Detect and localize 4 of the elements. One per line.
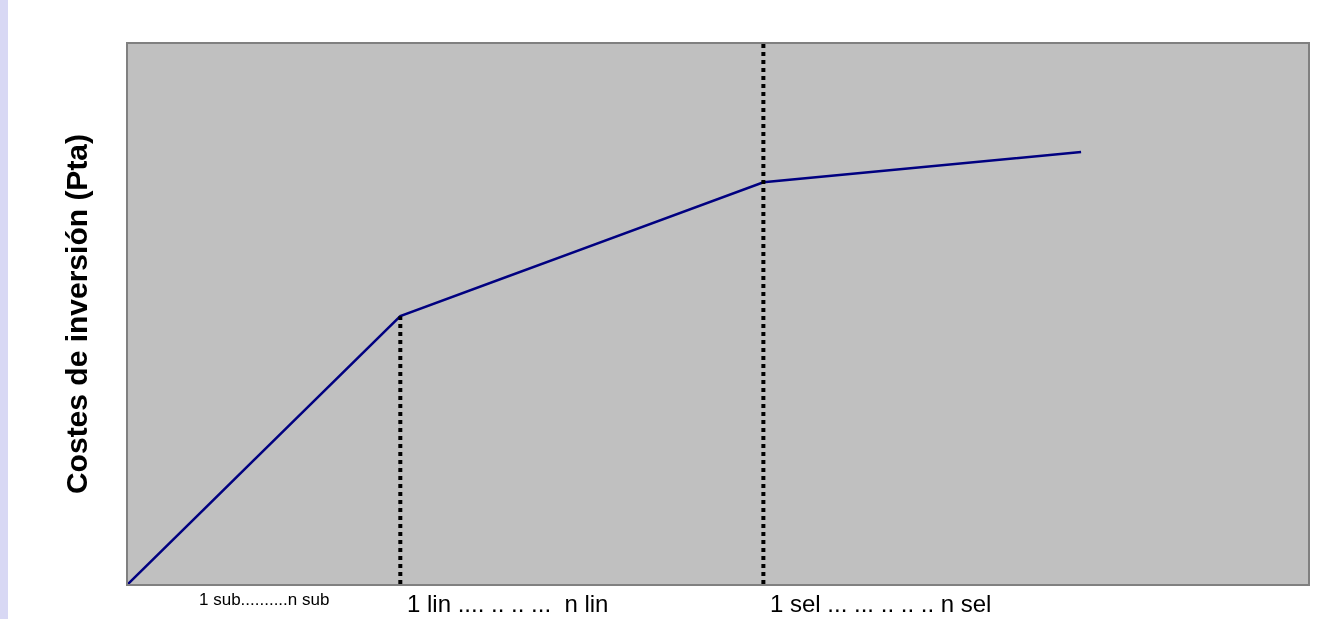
y-axis-title: Costes de inversión (Pta) — [59, 133, 93, 495]
text: 1 sub..........n sub — [199, 590, 330, 609]
text: 1 lin .... .. .. ... n lin — [407, 590, 609, 617]
text: 1 sel ... ... .. .. .. n sel — [770, 590, 992, 617]
